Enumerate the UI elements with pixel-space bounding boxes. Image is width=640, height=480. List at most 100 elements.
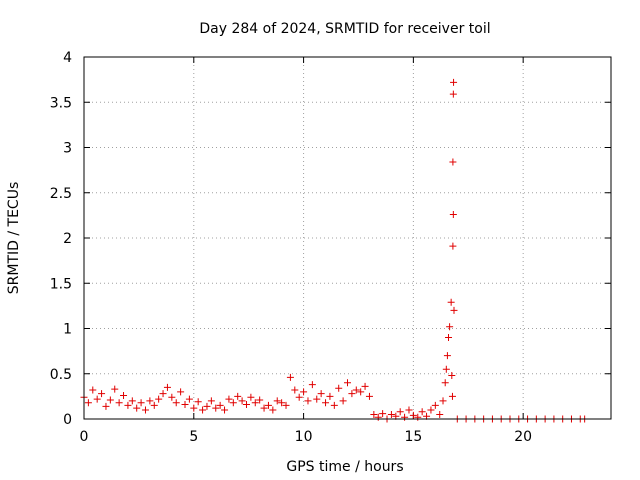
- data-point: [322, 399, 330, 407]
- data-point: [89, 386, 97, 394]
- data-point: [84, 399, 92, 407]
- data-point: [439, 397, 447, 405]
- data-point: [242, 401, 250, 409]
- data-point: [295, 393, 303, 401]
- data-point: [216, 401, 224, 409]
- data-point: [448, 372, 456, 380]
- data-point: [374, 413, 382, 421]
- data-point: [401, 413, 409, 421]
- data-point: [396, 408, 404, 416]
- data-point: [207, 397, 215, 405]
- data-point: [203, 402, 211, 410]
- data-point: [405, 406, 413, 414]
- grid: [84, 57, 611, 419]
- data-point: [177, 388, 185, 396]
- data-point: [365, 392, 373, 400]
- x-axis-label: GPS time / hours: [286, 459, 403, 475]
- data-point: [448, 392, 456, 400]
- data-point: [447, 298, 455, 306]
- data-point: [93, 395, 101, 403]
- data-point: [102, 402, 110, 410]
- y-tick-label: 3.5: [50, 95, 72, 111]
- plot-frame: [83, 56, 612, 420]
- data-point: [436, 410, 444, 418]
- data-point: [335, 384, 343, 392]
- data-point: [150, 401, 158, 409]
- data-point: [128, 397, 136, 405]
- data-point: [133, 404, 141, 412]
- data-point: [418, 408, 426, 416]
- data-point: [449, 210, 457, 218]
- y-tick-label: 0.5: [50, 367, 72, 383]
- data-point: [238, 397, 246, 405]
- data-point: [273, 397, 281, 405]
- data-point: [348, 390, 356, 398]
- data-point: [361, 382, 369, 390]
- data-point: [225, 395, 233, 403]
- data-point: [308, 381, 316, 389]
- data-point: [304, 397, 312, 405]
- data-point: [370, 410, 378, 418]
- y-tick-label: 2: [63, 231, 72, 247]
- data-point: [387, 410, 395, 418]
- data-point: [431, 401, 439, 409]
- y-tick-label: 1.5: [50, 276, 72, 292]
- data-point: [291, 386, 299, 394]
- data-point: [251, 399, 259, 407]
- data-point: [168, 393, 176, 401]
- x-tick-label: 20: [514, 429, 532, 445]
- data-point: [449, 242, 457, 250]
- data-point: [98, 390, 106, 398]
- data-point: [449, 158, 457, 166]
- y-tick-label: 3: [63, 141, 72, 157]
- data-point: [330, 401, 338, 409]
- data-point: [212, 404, 220, 412]
- data-point: [221, 406, 229, 414]
- data-point: [446, 323, 454, 331]
- axis-ticks: 0 5 10 15 20 0 0.5 1 1.5 2 2.5 3 3.5 4: [50, 50, 611, 445]
- data-point: [194, 398, 202, 406]
- data-point: [141, 406, 149, 414]
- data-point: [229, 399, 237, 407]
- x-tick-label: 10: [295, 429, 313, 445]
- data-point: [443, 352, 451, 360]
- data-point: [111, 385, 119, 393]
- data-point: [286, 373, 294, 381]
- data-points: [80, 78, 589, 423]
- data-point: [427, 406, 435, 414]
- data-point: [352, 386, 360, 394]
- data-point: [414, 413, 422, 421]
- data-point: [137, 399, 145, 407]
- data-point: [317, 390, 325, 398]
- data-point: [146, 397, 154, 405]
- data-point: [326, 392, 334, 400]
- y-tick-label: 1: [63, 322, 72, 338]
- data-point: [155, 395, 163, 403]
- data-point: [190, 404, 198, 412]
- data-point: [269, 406, 277, 414]
- y-tick-label: 4: [63, 50, 72, 66]
- data-point: [159, 390, 167, 398]
- data-point: [181, 401, 189, 409]
- data-point: [247, 393, 255, 401]
- data-point: [115, 399, 123, 407]
- data-point: [106, 396, 114, 404]
- data-point: [172, 399, 180, 407]
- data-point: [442, 365, 450, 373]
- data-point: [449, 90, 457, 98]
- data-point: [379, 410, 387, 418]
- data-point: [163, 383, 171, 391]
- chart-title: Day 284 of 2024, SRMTID for receiver toi…: [199, 21, 490, 37]
- data-point: [450, 78, 458, 86]
- data-point: [234, 392, 242, 400]
- data-point: [120, 391, 128, 399]
- y-tick-label: 0: [63, 412, 72, 428]
- data-point: [450, 306, 458, 314]
- y-tick-label: 2.5: [50, 186, 72, 202]
- data-point: [441, 379, 449, 387]
- data-point: [185, 395, 193, 403]
- x-tick-label: 15: [404, 429, 422, 445]
- data-point: [300, 388, 308, 396]
- data-point: [445, 334, 453, 342]
